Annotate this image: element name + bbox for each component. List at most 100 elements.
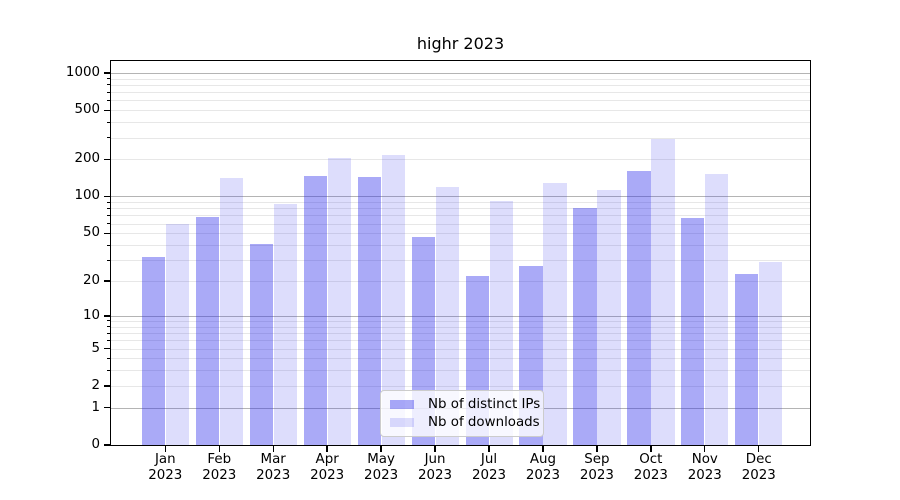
x-axis-tick-label: Aug 2023 (525, 452, 560, 484)
legend-item-distinct-ips: Nb of distinct IPs (390, 397, 540, 413)
gridline-minor (111, 223, 810, 225)
gridline-minor (111, 215, 810, 217)
x-axis-tick (704, 445, 706, 453)
gridline-minor (111, 340, 810, 342)
y-axis-minor-tick (107, 357, 111, 359)
legend: Nb of distinct IPs Nb of downloads (380, 390, 544, 437)
bar-dec-2023-nb-of-distinct-ips (735, 273, 759, 445)
bar-apr-2023-nb-of-downloads (327, 158, 351, 445)
x-axis-tick (164, 445, 166, 453)
y-axis-tick-label: 10 (82, 307, 100, 323)
bar-jun-2023-nb-of-downloads (435, 186, 459, 445)
y-axis-minor-tick (107, 137, 111, 139)
chart-title: highr 2023 (416, 34, 505, 53)
y-axis-tick (104, 315, 111, 317)
gridline-minor (111, 208, 810, 210)
bar-nov-2023-nb-of-downloads (705, 174, 729, 445)
legend-label-downloads: Nb of downloads (428, 414, 540, 430)
gridline-minor (111, 92, 810, 94)
x-axis-tick-label: Jul 2023 (471, 452, 507, 484)
y-axis-minor-tick (107, 326, 111, 328)
bar-jan-2023-nb-of-distinct-ips (141, 256, 165, 445)
y-axis-tick-label: 50 (82, 225, 100, 241)
gridline-minor (111, 370, 810, 372)
bar-mar-2023-nb-of-downloads (273, 204, 297, 445)
bar-feb-2023-nb-of-downloads (219, 177, 243, 445)
gridline-minor (111, 233, 810, 235)
y-axis-tick-label: 0 (91, 437, 100, 452)
bar-mar-2023-nb-of-distinct-ips (249, 243, 273, 445)
y-axis-minor-tick (107, 78, 111, 80)
y-axis-minor-tick (107, 214, 111, 216)
x-axis-tick-label: Jan 2023 (148, 452, 183, 484)
gridline-minor (111, 260, 810, 262)
y-axis-tick (104, 158, 111, 161)
bar-may-2023-nb-of-downloads (381, 155, 405, 445)
x-axis-tick-label: Oct 2023 (633, 452, 668, 484)
gridline-minor (111, 100, 810, 102)
gridline-major (111, 315, 810, 317)
y-axis-tick-label: 1000 (65, 64, 100, 80)
y-axis-tick (104, 347, 111, 350)
gridline-minor (111, 137, 810, 139)
y-axis-tick (104, 444, 111, 446)
bar-oct-2023-nb-of-distinct-ips (627, 171, 651, 445)
gridline-minor (111, 159, 810, 161)
gridline-minor (111, 333, 810, 334)
y-axis-tick (104, 232, 111, 234)
y-axis-minor-tick (107, 91, 111, 93)
bar-jul-2023-nb-of-downloads (489, 200, 513, 445)
bar-sep-2023-nb-of-downloads (597, 190, 621, 445)
y-axis-minor-tick (107, 84, 111, 86)
x-axis-tick (272, 445, 274, 453)
gridline-minor (111, 348, 810, 350)
bar-sep-2023-nb-of-distinct-ips (573, 208, 597, 445)
y-axis-tick-label: 100 (74, 188, 100, 204)
legend-swatch-downloads (390, 417, 414, 427)
y-axis-tick (104, 109, 111, 111)
x-axis-tick-label: Apr 2023 (310, 452, 345, 484)
y-axis-minor-tick (107, 121, 111, 123)
y-axis-minor-tick (107, 207, 111, 209)
bar-feb-2023-nb-of-distinct-ips (195, 216, 219, 445)
x-axis-tick (488, 445, 490, 453)
x-axis-tick-label: May 2023 (364, 452, 399, 484)
gridline-minor (111, 78, 810, 80)
x-axis-tick (326, 445, 328, 453)
bar-oct-2023-nb-of-downloads (651, 139, 675, 445)
gridline-minor (111, 320, 810, 322)
gridline-minor (111, 358, 810, 360)
y-axis-tick-label: 20 (82, 273, 100, 289)
bar-aug-2023-nb-of-downloads (543, 182, 567, 445)
y-axis-minor-tick (107, 332, 111, 334)
y-axis-minor-tick (107, 259, 111, 261)
x-axis-tick-label: Nov 2023 (687, 452, 722, 484)
gridline-minor (111, 245, 810, 246)
y-axis-minor-tick (107, 339, 111, 341)
y-axis-minor-tick (107, 223, 111, 225)
x-axis-tick (758, 445, 760, 453)
x-axis-tick (218, 445, 220, 453)
legend-swatch-distinct-ips (390, 400, 414, 410)
y-axis-minor-tick (107, 244, 111, 246)
x-axis-tick-label: Jun 2023 (418, 452, 453, 484)
x-axis-tick-label: Mar 2023 (256, 452, 291, 484)
y-axis-minor-tick (107, 99, 111, 101)
y-axis-tick (104, 280, 111, 282)
x-axis-tick (434, 445, 436, 453)
gridline-minor (111, 122, 810, 124)
x-axis-tick (542, 445, 544, 453)
x-axis-tick-label: Sep 2023 (579, 452, 614, 484)
y-axis-minor-tick (107, 320, 111, 322)
gridline-minor (111, 281, 810, 283)
x-axis-tick-label: Dec 2023 (741, 452, 776, 484)
x-axis-tick-label: Feb 2023 (202, 452, 237, 484)
y-axis-minor-tick (107, 201, 111, 203)
y-axis-tick-label: 5 (91, 340, 100, 356)
y-axis-minor-tick (107, 369, 111, 371)
bar-jan-2023-nb-of-downloads (165, 223, 189, 445)
gridline-major (111, 72, 810, 74)
bar-apr-2023-nb-of-distinct-ips (303, 175, 327, 445)
gridline-major (111, 196, 810, 198)
